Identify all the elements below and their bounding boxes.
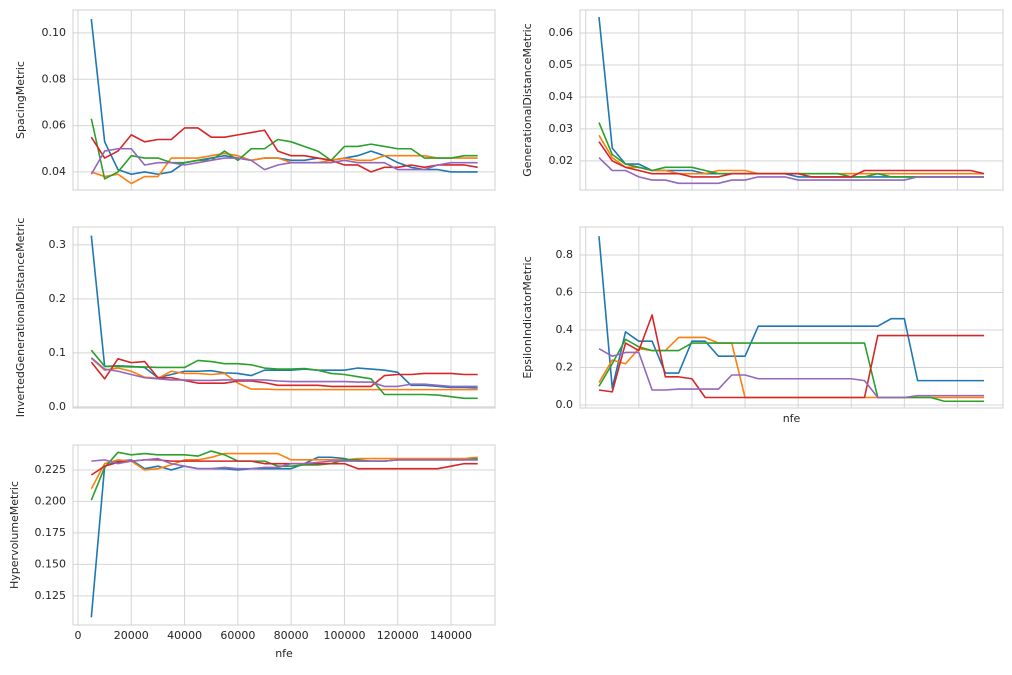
series-line	[598, 314, 985, 399]
series-line	[90, 358, 478, 388]
x-axis-label: nfe	[783, 412, 801, 425]
y-tick-label: 0.04	[42, 165, 67, 178]
y-tick-label: 0.08	[42, 72, 67, 85]
series-line	[90, 456, 478, 618]
y-tick-label: 0.175	[35, 526, 67, 539]
y-tick-label: 0.05	[549, 58, 574, 71]
series-line	[90, 18, 478, 176]
series-line	[90, 452, 478, 490]
axes-frame	[72, 444, 496, 626]
y-tick-label: 0.225	[35, 463, 67, 476]
y-tick-label: 0.02	[549, 154, 574, 167]
y-axis-label: GenerationalDistanceMetric	[521, 23, 534, 176]
series-line	[598, 348, 985, 399]
x-tick-label: 60000	[220, 629, 255, 642]
series-line	[90, 127, 478, 173]
y-tick-label: 0.3	[49, 238, 67, 251]
y-axis-label: EpsilonIndicatorMetric	[521, 256, 534, 378]
y-tick-label: 0.2	[49, 292, 67, 305]
y-tick-label: 0.4	[556, 323, 574, 336]
axes-frame	[579, 9, 1004, 191]
y-tick-label: 0.125	[35, 589, 67, 602]
y-axis-label: HypervolumeMetric	[8, 481, 21, 589]
y-tick-label: 0.06	[549, 26, 574, 39]
y-tick-label: 0.0	[49, 400, 67, 413]
series-line	[90, 459, 478, 476]
y-tick-label: 0.2	[556, 360, 574, 373]
axes-frame	[579, 226, 1004, 409]
y-axis-label: SpacingMetric	[14, 61, 27, 139]
y-tick-label: 0.1	[49, 346, 67, 359]
y-tick-label: 0.0	[556, 398, 574, 411]
series-line	[598, 134, 985, 175]
axes-frame	[72, 9, 496, 191]
x-tick-label: 0	[75, 629, 82, 642]
y-tick-label: 0.06	[42, 119, 67, 132]
y-tick-label: 0.200	[35, 494, 67, 507]
series-line	[598, 338, 985, 403]
y-tick-label: 0.150	[35, 557, 67, 570]
x-tick-label: 100000	[323, 629, 365, 642]
series-line	[91, 152, 478, 185]
x-tick-label: 140000	[430, 629, 472, 642]
y-tick-label: 0.8	[556, 248, 574, 261]
y-tick-label: 0.04	[549, 90, 574, 103]
y-axis-label: InvertedGenerationalDistanceMetric	[14, 218, 27, 418]
y-tick-label: 0.03	[549, 122, 574, 135]
series-line	[91, 457, 478, 470]
series-line	[598, 236, 985, 389]
series-line	[598, 141, 985, 178]
series-line	[90, 147, 478, 175]
y-tick-label: 0.10	[42, 26, 67, 39]
series-line	[90, 235, 478, 389]
x-tick-label: 80000	[274, 629, 309, 642]
axes-frame	[72, 226, 496, 409]
series-line	[598, 157, 985, 185]
x-tick-label: 40000	[167, 629, 202, 642]
y-tick-label: 0.6	[556, 285, 574, 298]
x-axis-label: nfe	[275, 647, 293, 660]
series-line	[90, 357, 478, 388]
x-tick-label: 20000	[114, 629, 149, 642]
series-line	[90, 349, 478, 400]
series-line	[598, 122, 985, 178]
x-tick-label: 120000	[377, 629, 419, 642]
series-line	[90, 118, 478, 180]
